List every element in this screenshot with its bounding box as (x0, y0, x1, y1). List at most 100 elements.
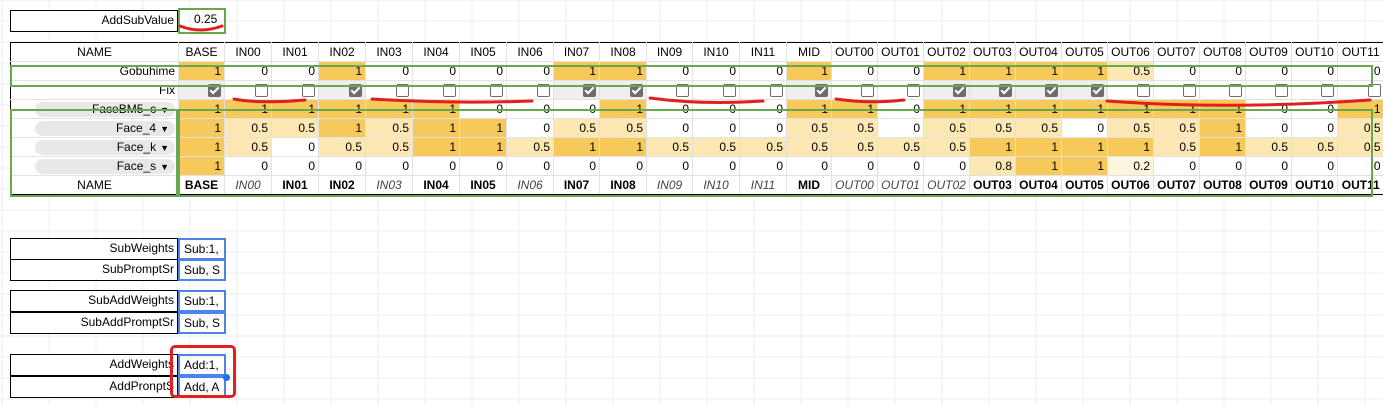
weight-cell[interactable]: 1 (178, 118, 225, 138)
selection-fill-handle[interactable] (223, 374, 230, 381)
gobuhime-cell-in08[interactable]: 1 (599, 61, 647, 81)
weight-cell[interactable]: 0.5 (1245, 137, 1292, 157)
weight-cell[interactable]: 1 (1107, 137, 1154, 157)
gobuhime-cell-in00[interactable]: 0 (224, 61, 272, 81)
weight-cell[interactable]: 0.5 (365, 137, 413, 157)
weight-cell[interactable]: 1 (178, 99, 225, 119)
gobuhime-cell-out02[interactable]: 1 (923, 61, 970, 81)
weight-cell[interactable]: 0.5 (646, 137, 693, 157)
fix-checkbox-unchecked[interactable] (861, 84, 874, 98)
weight-cell[interactable]: 1 (1153, 99, 1200, 119)
weight-cell[interactable]: 0.5 (271, 118, 319, 138)
weight-cell[interactable]: 0 (506, 156, 554, 176)
fix-cell-out03[interactable] (969, 80, 1016, 100)
fix-checkbox-unchecked[interactable] (1183, 84, 1196, 98)
weight-cell[interactable]: 0 (224, 156, 272, 176)
gobuhime-cell-out01[interactable]: 0 (877, 61, 924, 81)
fix-cell-in03[interactable] (365, 80, 413, 100)
weight-cell[interactable]: 0.5 (1337, 118, 1383, 138)
fix-checkbox-unchecked[interactable] (676, 84, 689, 98)
lora-dropdown[interactable]: Face_k ▼ (35, 139, 175, 155)
fix-cell-in11[interactable] (739, 80, 787, 100)
fix-checkbox-unchecked[interactable] (255, 84, 268, 98)
weight-cell[interactable]: 0.5 (831, 137, 878, 157)
fix-checkbox-checked[interactable] (630, 84, 643, 98)
weight-cell[interactable]: 0 (599, 156, 647, 176)
weight-cell[interactable]: 1 (969, 137, 1016, 157)
weight-cell[interactable]: 1 (831, 99, 878, 119)
fix-cell-out02[interactable] (923, 80, 970, 100)
fix-cell-out00[interactable] (831, 80, 878, 100)
gobuhime-cell-in10[interactable]: 0 (692, 61, 740, 81)
fix-checkbox-checked[interactable] (1045, 84, 1058, 98)
weight-cell[interactable]: 0 (739, 99, 787, 119)
fix-checkbox-unchecked[interactable] (1275, 84, 1288, 98)
weight-cell[interactable]: 1 (271, 99, 319, 119)
weight-cell[interactable]: 0.5 (1015, 118, 1062, 138)
fix-cell-in01[interactable] (271, 80, 319, 100)
weight-cell[interactable]: 0.5 (692, 137, 740, 157)
fix-cell-in04[interactable] (412, 80, 460, 100)
weight-cell[interactable]: 1 (318, 99, 366, 119)
weight-cell[interactable]: 1 (1015, 156, 1062, 176)
fix-checkbox-unchecked[interactable] (1321, 84, 1334, 98)
weight-cell[interactable]: 0.5 (553, 118, 600, 138)
gobuhime-cell-in06[interactable]: 0 (506, 61, 554, 81)
gobuhime-cell-in02[interactable]: 1 (318, 61, 366, 81)
weight-cell[interactable]: 0.5 (1153, 137, 1200, 157)
weight-cell[interactable]: 0 (1291, 156, 1338, 176)
weight-cell[interactable]: 0 (365, 156, 413, 176)
weight-cell[interactable]: 1 (178, 137, 225, 157)
gobuhime-cell-out11[interactable]: 0 (1337, 61, 1383, 81)
fix-cell-out07[interactable] (1153, 80, 1200, 100)
fix-cell-in05[interactable] (459, 80, 507, 100)
fix-cell-in08[interactable] (599, 80, 647, 100)
weight-cell[interactable]: 0 (553, 156, 600, 176)
weight-cell[interactable]: 1 (1337, 99, 1383, 119)
weight-cell[interactable]: 0 (692, 99, 740, 119)
weight-cell[interactable]: 0 (739, 118, 787, 138)
gobuhime-cell-base[interactable]: 1 (178, 61, 225, 81)
fix-cell-in02[interactable] (318, 80, 366, 100)
weight-cell[interactable]: 0.5 (224, 137, 272, 157)
weight-cell[interactable]: 0 (877, 156, 924, 176)
weight-cell[interactable]: 0.5 (877, 137, 924, 157)
fix-cell-out05[interactable] (1061, 80, 1108, 100)
weight-cell[interactable]: 1 (786, 99, 832, 119)
weight-cell[interactable]: 0 (1199, 156, 1246, 176)
gobuhime-cell-in07[interactable]: 1 (553, 61, 600, 81)
weight-cell[interactable]: 1 (459, 137, 507, 157)
gobuhime-cell-out04[interactable]: 1 (1015, 61, 1062, 81)
weight-cell[interactable]: 0.8 (969, 156, 1016, 176)
weight-cell[interactable]: 0 (459, 156, 507, 176)
fix-checkbox-checked[interactable] (953, 84, 966, 98)
lora-dropdown[interactable]: Face_4 ▼ (35, 120, 175, 136)
gobuhime-cell-out00[interactable]: 0 (831, 61, 878, 81)
fix-checkbox-unchecked[interactable] (1367, 84, 1381, 98)
weight-cell[interactable]: 0.5 (786, 118, 832, 138)
weight-cell[interactable]: 0 (1061, 118, 1108, 138)
weight-cell[interactable]: 0.5 (224, 118, 272, 138)
weight-cell[interactable]: 0 (1153, 156, 1200, 176)
weight-cell[interactable]: 0 (831, 156, 878, 176)
gobuhime-cell-in11[interactable]: 0 (739, 61, 787, 81)
weight-cell[interactable]: 0 (646, 118, 693, 138)
fix-checkbox-unchecked[interactable] (1137, 84, 1150, 98)
weight-cell[interactable]: 1 (412, 99, 460, 119)
weight-cell[interactable]: 0 (506, 99, 554, 119)
lora-select-cell[interactable]: Face_k ▼ (10, 137, 179, 157)
addsub-value-cell[interactable]: 0.25 (194, 12, 218, 26)
weight-cell[interactable]: 1 (412, 118, 460, 138)
fix-cell-in10[interactable] (692, 80, 740, 100)
weight-cell[interactable]: 0 (1245, 156, 1292, 176)
weight-cell[interactable]: 0 (459, 99, 507, 119)
gobuhime-cell-out09[interactable]: 0 (1245, 61, 1292, 81)
fix-cell-out01[interactable] (877, 80, 924, 100)
weight-cell[interactable]: 1 (1199, 137, 1246, 157)
fix-checkbox-checked[interactable] (583, 84, 596, 98)
gobuhime-cell-in05[interactable]: 0 (459, 61, 507, 81)
fix-cell-out06[interactable] (1107, 80, 1154, 100)
weight-cell[interactable]: 1 (1061, 156, 1108, 176)
fix-checkbox-unchecked[interactable] (302, 84, 315, 98)
gobuhime-cell-in09[interactable]: 0 (646, 61, 693, 81)
